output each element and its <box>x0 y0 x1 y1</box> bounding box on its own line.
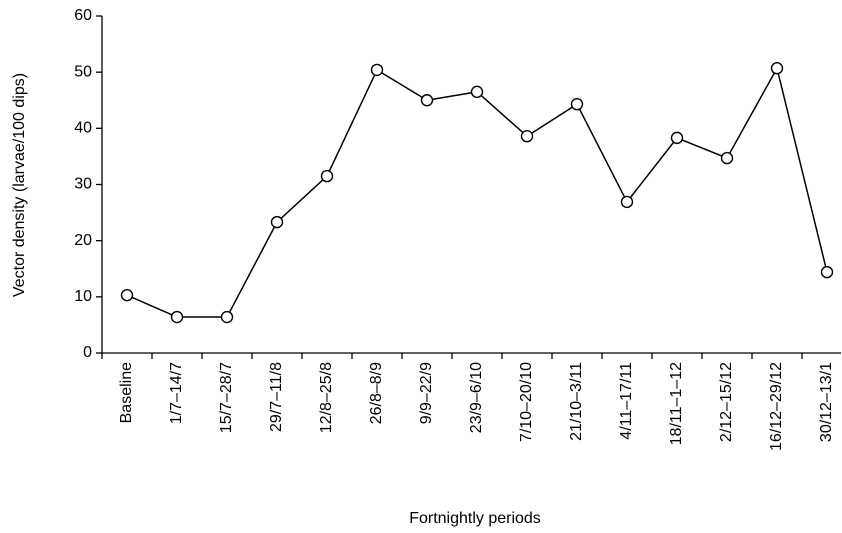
data-point <box>120 288 134 302</box>
data-point <box>570 97 584 111</box>
y-tick-label: 50 <box>74 63 92 80</box>
data-point <box>770 62 784 75</box>
data-point <box>270 215 284 229</box>
x-tick-label: 15/7–28/7 <box>218 362 235 433</box>
x-tick-label: 2/12–15/12 <box>718 362 735 442</box>
x-tick-label: 26/8–8/9 <box>368 362 385 424</box>
x-tick-label: 16/12–29/12 <box>768 362 785 451</box>
x-tick-label: 29/7–11/8 <box>268 362 285 432</box>
data-point <box>470 85 484 99</box>
x-tick-label: 12/8–25/8 <box>318 362 335 433</box>
x-tick-label: 7/10–20/10 <box>518 362 535 442</box>
y-tick-label: 30 <box>74 176 92 193</box>
x-axis-title: Fortnightly periods <box>409 510 541 527</box>
y-axis-title: Vector density (larvae/100 dips) <box>11 73 28 297</box>
x-tick-label: 1/7–14/7 <box>168 362 185 424</box>
x-tick-label: 30/12–13/1 <box>818 362 835 442</box>
y-tick-label: 10 <box>74 288 92 305</box>
data-point <box>670 131 684 145</box>
y-tick-label: 60 <box>74 7 92 24</box>
data-point <box>220 310 234 324</box>
data-point <box>720 151 734 165</box>
data-point <box>820 265 834 279</box>
y-tick-label: 0 <box>83 344 92 361</box>
data-point <box>520 129 534 143</box>
x-tick-label: 18/11–1–12 <box>668 362 685 445</box>
data-point <box>420 94 434 107</box>
y-tick-label: 20 <box>74 232 92 249</box>
data-point <box>170 310 184 324</box>
data-point <box>620 195 634 209</box>
x-tick-label: 9/9–22/9 <box>418 362 435 424</box>
data-point <box>320 169 334 183</box>
data-point <box>370 63 384 77</box>
x-tick-label: 21/10–3/11 <box>568 362 585 441</box>
series-line <box>126 66 828 318</box>
x-tick-label: 4/11–17/11 <box>618 362 635 440</box>
y-tick-label: 40 <box>74 120 92 137</box>
x-tick-label: 23/9–6/10 <box>468 362 485 433</box>
x-tick-label: Baseline <box>118 362 135 423</box>
